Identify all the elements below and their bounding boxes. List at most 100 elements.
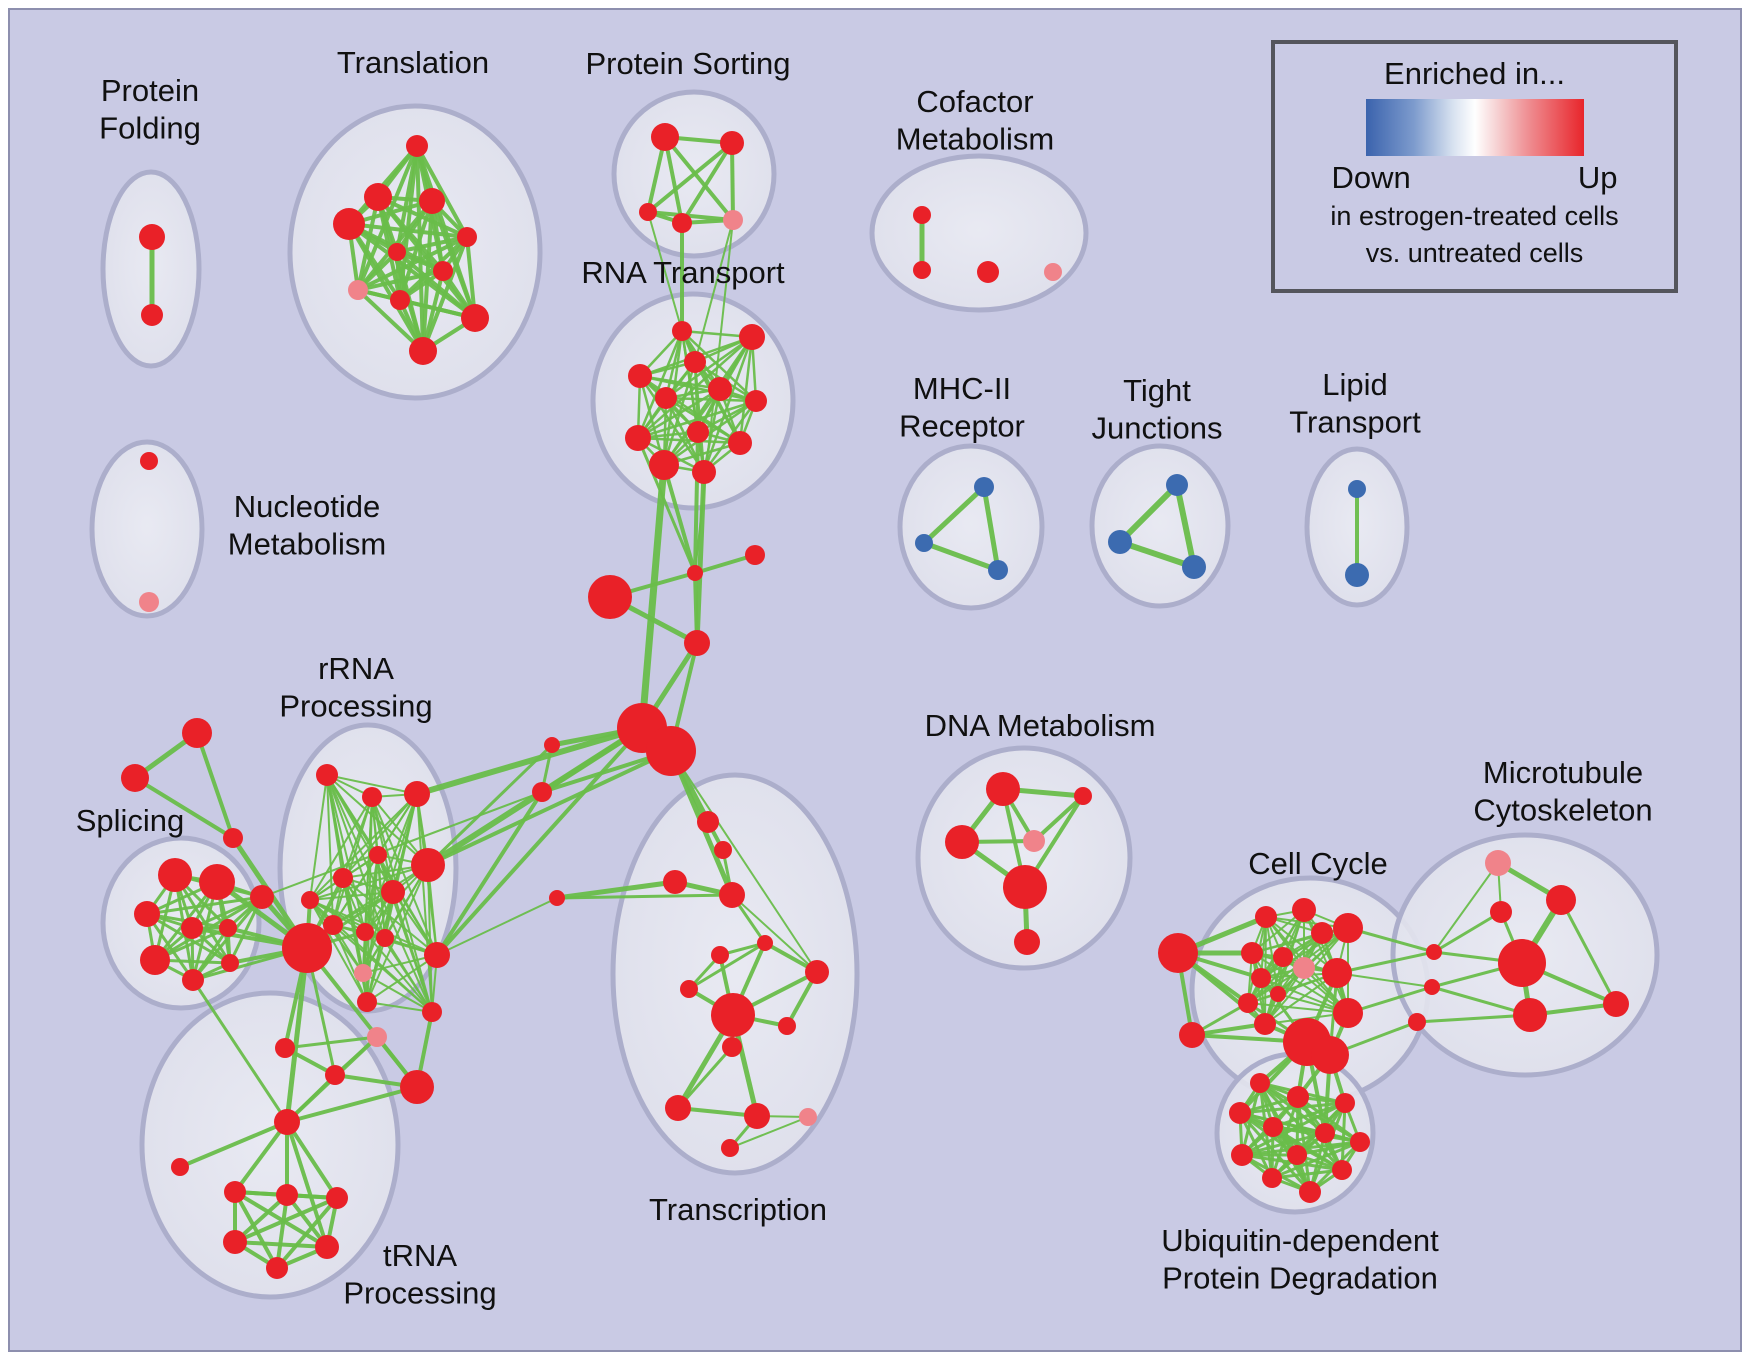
edge-R13-R19 <box>362 972 433 1013</box>
edge-R12-R18 <box>309 899 368 1003</box>
node-S4 <box>181 917 203 939</box>
node-T5 <box>457 227 477 247</box>
node-BIGL <box>588 575 632 619</box>
node-R11 <box>424 942 450 968</box>
cluster-label-cell-cycle: Cell Cycle <box>1248 846 1388 881</box>
edge-TJ1-TJ3 <box>1174 484 1197 568</box>
edge-RT11-HUB1 <box>638 464 668 729</box>
node-RT6 <box>708 377 732 401</box>
cluster-ellipse-cofactor-metabolism <box>869 153 1089 313</box>
node-U4 <box>1263 1117 1283 1137</box>
node-TC3 <box>663 870 687 894</box>
node-S6 <box>140 945 170 975</box>
legend-subline-2: vs. untreated cells <box>1365 238 1584 268</box>
node-S9 <box>221 954 239 972</box>
node-CF1 <box>913 206 931 224</box>
node-T8 <box>348 280 368 300</box>
node-C5 <box>1311 922 1333 944</box>
node-C8 <box>1273 947 1293 967</box>
edge-T1-T8 <box>356 145 419 291</box>
node-R2 <box>362 787 382 807</box>
edge-S3-S9 <box>146 912 231 965</box>
edge-R6-R12 <box>309 864 429 901</box>
edge-TRNC-TN5 <box>285 1121 329 1248</box>
edge-C10-CN1 <box>1336 950 1435 975</box>
cluster-label-mhc-ii-receptor: MHC-II Receptor <box>899 371 1025 444</box>
node-PF1 <box>139 224 165 250</box>
edge-T8-T11 <box>356 288 425 353</box>
edge-TC16-TC15 <box>729 1116 809 1149</box>
edge-TJ1-TJ2 <box>1117 482 1180 545</box>
node-C7 <box>1241 942 1263 964</box>
edge-T1-T5 <box>415 145 469 238</box>
node-RT12 <box>692 460 716 484</box>
edge-R15-R14 <box>284 1035 378 1050</box>
edge-MT2-MT6 <box>1559 899 1618 1005</box>
edge-TRNC-TRNL <box>179 1120 288 1169</box>
node-PS5 <box>723 210 743 230</box>
node-C12 <box>1238 993 1258 1013</box>
edge-R2-R12 <box>309 796 373 901</box>
edge-TC5-R11 <box>436 897 558 956</box>
edge-U10-U11 <box>1271 1168 1343 1180</box>
node-U3 <box>1229 1102 1251 1124</box>
node-S3 <box>134 901 160 927</box>
node-TN6 <box>266 1257 288 1279</box>
node-PS2 <box>720 131 744 155</box>
node-MT4 <box>1498 939 1546 987</box>
cluster-label-tight-junctions: Tight Junctions <box>1092 373 1223 446</box>
node-C4 <box>1292 898 1316 922</box>
node-C16 <box>1311 1036 1349 1074</box>
legend-title: Enriched in... <box>1384 56 1565 91</box>
node-RT11 <box>649 450 679 480</box>
node-MT1 <box>1485 850 1511 876</box>
node-TN2 <box>276 1184 298 1206</box>
node-RT1 <box>672 321 692 341</box>
edge-M1-M3 <box>981 486 1001 571</box>
edge-C4-C17 <box>1303 909 1349 1014</box>
edge-PS2-PS5 <box>730 142 735 221</box>
node-T10 <box>461 304 489 332</box>
node-U12 <box>1299 1181 1321 1203</box>
edge-TC12-TC13 <box>676 1046 734 1109</box>
node-RT10 <box>728 431 752 455</box>
edge-S7-S8 <box>191 896 264 981</box>
node-TC6 <box>757 935 773 951</box>
edge-TN1-TN5 <box>233 1190 329 1249</box>
edge-RT4-RT7 <box>639 374 757 403</box>
node-T3 <box>333 208 365 240</box>
cluster-label-protein-sorting: Protein Sorting <box>585 46 790 81</box>
cluster-label-rrna-processing: rRNA Processing <box>279 651 432 724</box>
edge-R9-R19 <box>364 931 433 1013</box>
node-TC12 <box>722 1037 742 1057</box>
edge-RT2-RT10 <box>738 336 754 444</box>
node-R6 <box>411 848 445 882</box>
node-LM2 <box>532 782 552 802</box>
edge-M2-M3 <box>923 540 999 573</box>
node-R5 <box>333 868 353 888</box>
edge-R1-R9 <box>326 774 366 933</box>
node-C6 <box>1333 913 1363 943</box>
legend-subline-1: in estrogen-treated cells <box>1330 201 1619 231</box>
node-RT9 <box>687 421 709 443</box>
node-D2 <box>1074 787 1092 805</box>
edge-TN3-TN6 <box>275 1196 339 1270</box>
legend-endpoints: Down Up <box>1332 160 1618 196</box>
node-U1 <box>1250 1073 1270 1093</box>
edge-HUB1-R3 <box>416 725 643 797</box>
edge-PS2-PS4 <box>680 141 734 225</box>
node-X2 <box>121 764 149 792</box>
edge-PS5-RT3 <box>694 219 734 363</box>
node-TC5 <box>549 890 565 906</box>
legend-box: Enriched in... Down Up in estrogen-treat… <box>1271 40 1678 293</box>
edge-RT6-RT8 <box>637 387 721 440</box>
node-RT4 <box>628 364 652 388</box>
edge-HUBL-TRNC <box>284 947 310 1123</box>
edge-T6-T10 <box>395 250 477 320</box>
node-TN1 <box>224 1181 246 1203</box>
edge-R17-TRNC <box>286 1085 418 1124</box>
legend-gradient-bar <box>1365 99 1584 156</box>
cluster-ellipse-nucleotide-metabolism <box>89 439 205 619</box>
node-TJ3 <box>1182 555 1206 579</box>
